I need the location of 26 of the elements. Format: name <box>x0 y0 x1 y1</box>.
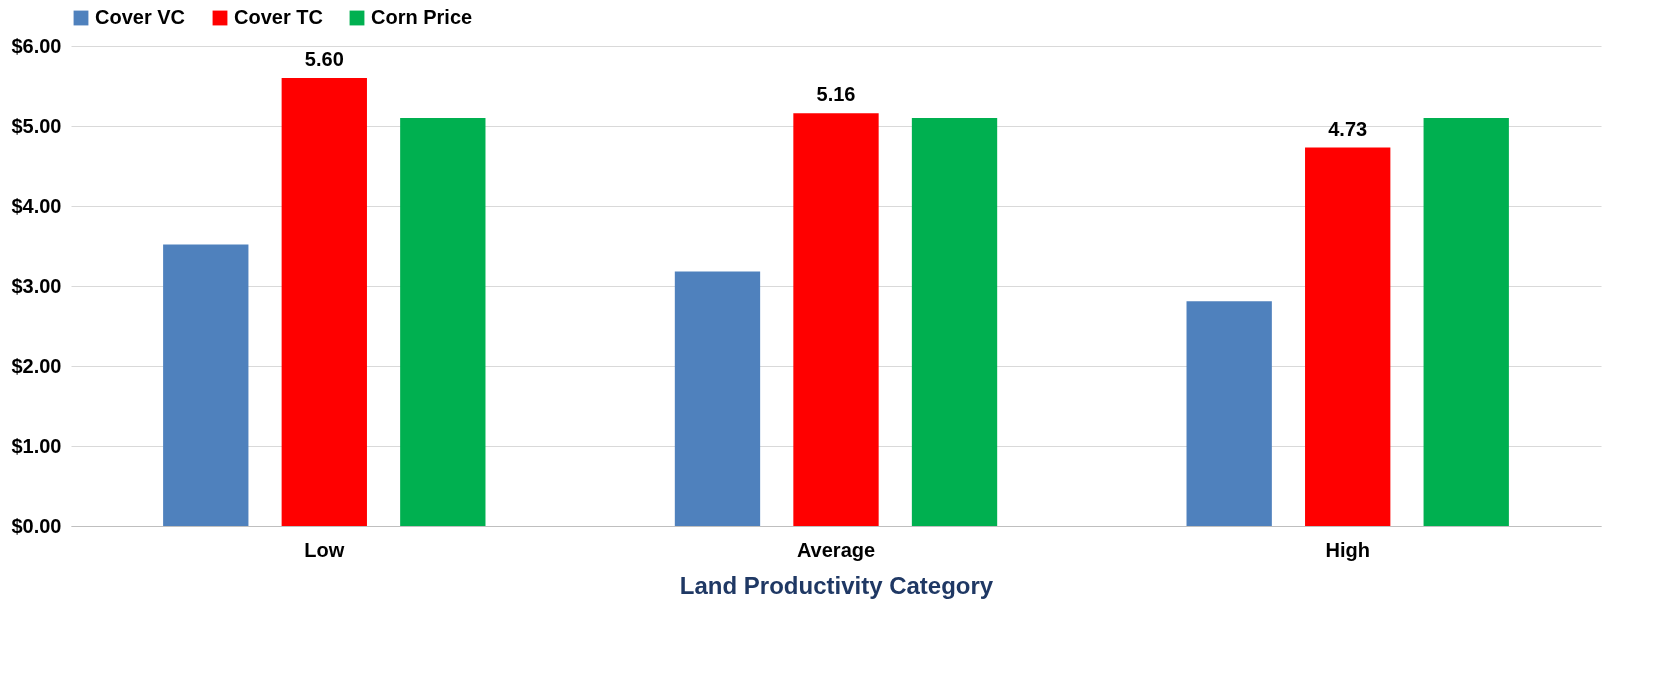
bar <box>1423 118 1509 526</box>
bar <box>281 78 367 526</box>
bar <box>1186 301 1272 526</box>
y-tick-label: $4.00 <box>11 194 62 217</box>
y-tick-label: $5.00 <box>11 114 62 137</box>
data-label: 4.73 <box>1328 117 1368 140</box>
legend-label: Corn Price <box>371 6 473 28</box>
y-tick-label: $3.00 <box>11 274 62 297</box>
y-tick-label: $2.00 <box>11 354 62 377</box>
x-axis-title: Land Productivity Category <box>679 571 994 599</box>
bar <box>1305 147 1391 526</box>
y-tick-label: $6.00 <box>11 34 62 57</box>
x-tick-label: High <box>1325 538 1370 561</box>
data-label: 5.16 <box>816 83 856 106</box>
y-tick-label: $1.00 <box>11 434 62 457</box>
x-tick-label: Average <box>796 538 876 561</box>
data-label: 5.60 <box>304 48 344 70</box>
bar <box>911 118 998 526</box>
bar <box>793 113 879 526</box>
bar <box>163 244 249 526</box>
legend-label: Cover TC <box>234 6 323 28</box>
bar <box>674 271 761 526</box>
x-tick-label: Low <box>304 538 345 561</box>
legend-label: Cover VC <box>95 6 186 28</box>
bar <box>400 118 486 526</box>
y-tick-label: $0.00 <box>11 514 62 537</box>
